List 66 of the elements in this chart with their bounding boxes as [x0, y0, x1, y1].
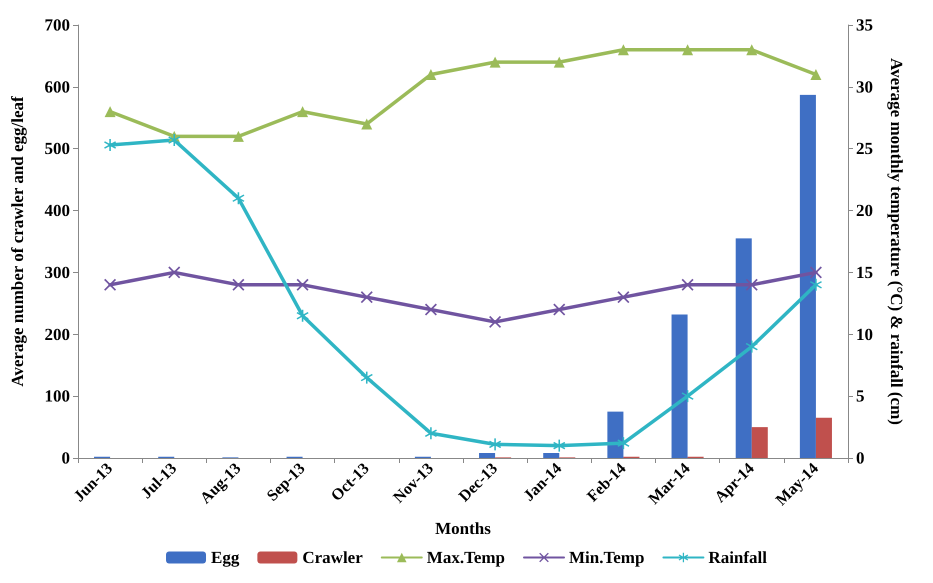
legend-label: Egg [211, 548, 240, 567]
y-tick-label: 200 [44, 324, 70, 344]
bar [752, 427, 768, 458]
bar [736, 238, 752, 458]
point [296, 310, 309, 322]
y2-tick-label: 5 [856, 386, 864, 406]
y2-tick-label: 10 [856, 324, 873, 344]
legend-label: Rainfall [708, 548, 768, 567]
bar [543, 453, 560, 458]
point [682, 278, 694, 291]
point [360, 372, 373, 384]
point [746, 44, 758, 56]
point [810, 68, 822, 80]
legend-label: Crawler [302, 548, 364, 567]
point [617, 437, 630, 450]
point [232, 192, 244, 204]
y-tick-label: 400 [44, 201, 70, 220]
point [682, 390, 694, 402]
bar [672, 314, 688, 458]
point [361, 118, 372, 130]
point [425, 68, 436, 80]
x-axis-title: Months [435, 519, 492, 538]
y2-tick-label: 30 [856, 77, 873, 96]
y2-tick-label: 25 [856, 139, 873, 158]
y2-tick-label: 15 [856, 262, 873, 282]
point [554, 56, 565, 68]
legend-label: Min.Temp [569, 548, 644, 567]
point [618, 44, 629, 56]
y-axis-title: Average number of crawler and egg/leaf [8, 96, 27, 387]
point [810, 278, 822, 291]
point [746, 278, 758, 291]
bar [816, 418, 832, 458]
y2-tick-label: 35 [856, 16, 873, 34]
point [490, 56, 501, 68]
point [746, 340, 758, 353]
legend-label: Max.Temp [426, 548, 506, 567]
point [168, 266, 180, 278]
bar [800, 94, 816, 458]
y-tick-label: 100 [44, 386, 70, 406]
y2-tick-label: 20 [856, 201, 873, 220]
point [232, 130, 244, 142]
point [810, 266, 822, 278]
y-tick-label: 700 [44, 16, 70, 34]
bar [479, 453, 496, 458]
point [489, 316, 502, 328]
y2-axis-title: Average monthly temperature (°C) & rainfall (cm) [887, 58, 906, 425]
y-tick-label: 0 [62, 448, 70, 468]
point [682, 44, 694, 56]
y-tick-label: 500 [44, 139, 70, 158]
point [553, 440, 566, 452]
y2-tick-label: 0 [856, 448, 864, 468]
y-tick-label: 600 [44, 77, 70, 96]
point [489, 438, 502, 450]
point [617, 291, 630, 304]
y-tick-label: 300 [44, 262, 70, 282]
point [104, 139, 116, 152]
bar [607, 412, 624, 458]
point [296, 278, 309, 291]
point [424, 304, 437, 316]
point [232, 278, 244, 291]
point [104, 278, 116, 291]
point [104, 106, 116, 118]
point [168, 134, 180, 146]
point [424, 427, 437, 440]
point [360, 291, 373, 304]
point [297, 106, 308, 118]
